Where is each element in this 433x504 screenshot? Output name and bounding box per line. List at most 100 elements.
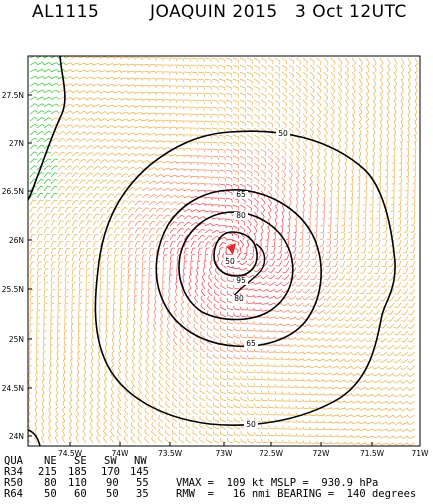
wind-barb-flag: [125, 194, 128, 195]
wind-barb: [134, 297, 135, 303]
wind-barb-flag: [380, 334, 383, 335]
wind-barb: [404, 324, 408, 328]
wind-barb: [219, 184, 225, 185]
wind-barb-flag: [210, 223, 212, 225]
wind-barb: [283, 324, 289, 326]
wind-barb: [93, 63, 99, 65]
wind-barb: [71, 346, 72, 352]
wind-barb: [93, 269, 94, 275]
wind-barb: [296, 170, 299, 175]
wind-barb-flag: [190, 162, 191, 165]
wind-barb: [301, 247, 303, 253]
wind-barb-flag: [367, 119, 369, 121]
wind-barb-flag: [76, 193, 79, 194]
wind-barb-flag: [394, 314, 397, 315]
wind-barb-flag: [388, 63, 390, 65]
wind-barb: [219, 163, 225, 164]
wind-barb-flag: [133, 330, 135, 332]
wind-barb: [134, 311, 135, 317]
wind-barb-flag: [48, 159, 51, 160]
wind-barb-flag: [180, 331, 181, 334]
wind-barb-flag: [100, 289, 103, 290]
wind-barb: [189, 276, 191, 282]
wind-barb-flag: [241, 341, 242, 344]
wind-barb: [86, 241, 88, 247]
wind-barb: [338, 135, 341, 140]
wind-barb: [411, 345, 415, 349]
wind-barb-flag: [240, 327, 241, 330]
wind-barb: [378, 261, 380, 267]
wind-barb: [86, 118, 91, 121]
wind-barb: [241, 365, 247, 366]
wind-barb-flag: [94, 275, 97, 276]
wind-barb: [166, 347, 170, 352]
wind-barb: [405, 296, 408, 301]
wind-barb: [301, 254, 303, 260]
wind-barb-flag: [70, 132, 72, 134]
wind-barb: [254, 58, 259, 61]
wind-barb: [287, 254, 289, 260]
wind-barb: [201, 291, 205, 296]
wind-barb: [86, 166, 91, 170]
wind-barb-flag: [91, 139, 93, 141]
wind-barb-flag: [296, 292, 299, 293]
wind-barb-flag: [288, 324, 290, 326]
wind-barb-flag: [160, 221, 163, 222]
wind-barb-flag: [189, 281, 191, 283]
wind-barb: [281, 247, 282, 253]
wind-barb-flag: [154, 302, 156, 304]
wind-barb: [322, 254, 324, 260]
wind-barb: [79, 235, 81, 240]
wind-barb: [296, 142, 300, 147]
wind-barb: [173, 347, 177, 352]
wind-barb-flag: [91, 351, 93, 353]
wind-barb: [365, 219, 366, 225]
wind-barb-flag: [119, 344, 121, 346]
wind-barb: [156, 127, 162, 128]
wind-barb: [214, 363, 219, 366]
wind-barb: [317, 121, 321, 126]
wind-barb-flag: [97, 207, 100, 208]
wind-barb: [196, 276, 198, 282]
wind-barb-flag: [133, 160, 135, 162]
wind-barb-flag: [284, 182, 286, 185]
wind-barb: [304, 338, 310, 340]
wind-barb-flag: [125, 201, 128, 202]
wind-barb-flag: [190, 107, 191, 110]
wind-barb: [30, 69, 35, 72]
wind-barb-flag: [319, 126, 321, 129]
wind-barb-flag: [52, 289, 55, 290]
wind-barb-flag: [241, 348, 242, 351]
wind-barb: [394, 149, 395, 155]
wind-barb: [79, 241, 81, 247]
wind-barb-flag: [169, 79, 170, 82]
wind-barb: [30, 159, 34, 163]
wind-barb: [191, 242, 194, 247]
wind-barb-flag: [405, 211, 408, 212]
wind-barb: [240, 135, 245, 137]
wind-barb: [167, 319, 170, 324]
wind-barb-flag: [187, 345, 188, 348]
wind-barb: [128, 201, 132, 205]
wind-barb: [198, 216, 203, 219]
wind-barb: [107, 180, 112, 184]
wind-barb: [174, 305, 177, 310]
wind-barb-flag: [354, 98, 356, 100]
wind-barb: [303, 79, 307, 83]
wind-barb: [326, 317, 331, 321]
wind-barb-flag: [220, 248, 223, 249]
wind-barb: [163, 248, 165, 254]
wind-barb: [289, 58, 294, 62]
wind-barb-flag: [265, 246, 268, 247]
wind-barb: [177, 248, 179, 254]
wind-barb: [51, 118, 56, 121]
wind-barb: [285, 282, 289, 286]
wind-barb-flag: [56, 83, 58, 85]
wind-barb: [135, 147, 141, 149]
wind-barb-flag: [168, 181, 170, 183]
wind-barb: [240, 184, 245, 187]
wind-barb: [275, 219, 277, 225]
wind-barb-flag: [380, 341, 383, 342]
wind-barb-flag: [111, 187, 114, 188]
wind-barb-flag: [364, 183, 367, 185]
